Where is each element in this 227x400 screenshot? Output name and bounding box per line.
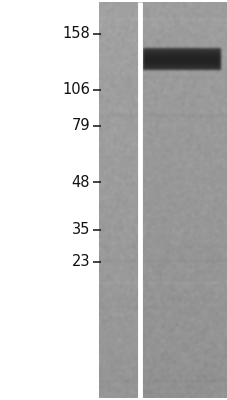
Text: 35: 35 (71, 222, 90, 238)
Text: 106: 106 (62, 82, 90, 98)
Text: 23: 23 (71, 254, 90, 270)
Text: 158: 158 (62, 26, 90, 42)
Text: 48: 48 (71, 174, 90, 190)
Text: 79: 79 (71, 118, 90, 134)
